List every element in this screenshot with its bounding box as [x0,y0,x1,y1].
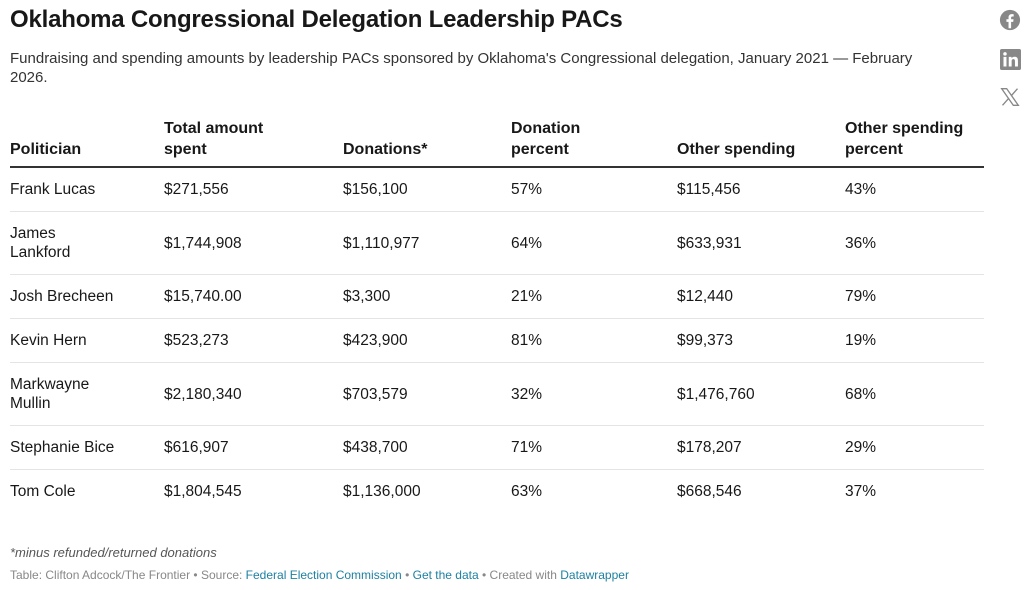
table-row: Frank Lucas $271,556 $156,100 57% $115,456 43… [10,167,984,212]
table-row: Markwayne Mullin $2,180,340 $703,579 32% $1,… [10,362,984,426]
cell-politician: Markwayne Mullin [10,362,164,426]
cell-donations: $423,900 [343,318,511,363]
cell-donations: $3,300 [343,274,511,319]
table-row: Stephanie Bice $616,907 $438,700 71% $178,20… [10,425,984,470]
header-donations[interactable]: Donations* [343,118,511,168]
cell-donations: $156,100 [343,167,511,212]
cell-total-spent: $15,740.00 [164,274,343,319]
cell-other-spending-percent: 43% [845,167,984,212]
cell-donations: $1,110,977 [343,211,511,275]
get-data-link[interactable]: Get the data [412,568,479,582]
footnote: *minus refunded/returned donations [10,545,217,560]
cell-donation-percent: 81% [511,318,677,363]
cell-other-spending-percent: 37% [845,483,877,500]
cell-other-spending-percent: 19% [845,318,984,363]
cell-donations: $1,136,000 [343,483,421,500]
linkedin-share-button[interactable] [998,47,1022,71]
cell-other-spending-percent: 36% [845,211,984,275]
created-with-label: Created with [489,568,561,582]
chart-subtitle: Fundraising and spending amounts by lead… [10,50,913,86]
cell-total-spent: $1,744,908 [164,211,343,275]
cell-other-spending: $1,476,760 [677,362,845,426]
chart-title: Oklahoma Congressional Delegation Leader… [10,6,623,33]
header-politician[interactable]: Politician [10,118,164,168]
cell-politician: Josh Brecheen [10,274,164,319]
linkedin-icon [999,48,1021,70]
table-row: Kevin Hern $523,273 $423,900 81% $99,373 19% [10,318,984,363]
cell-other-spending-percent: 68% [845,362,984,426]
separator: • [401,568,413,582]
cell-donation-percent: 71% [511,425,677,470]
cell-donation-percent: 21% [511,274,677,319]
pac-table: Politician Total amount spent Donations*… [10,118,984,513]
cell-donations: $438,700 [343,425,511,470]
cell-politician: Tom Cole [10,483,76,500]
cell-total-spent: $2,180,340 [164,362,343,426]
cell-politician: Frank Lucas [10,167,164,212]
cell-donation-percent: 57% [511,167,677,212]
header-total-spent[interactable]: Total amount spent [164,118,343,168]
cell-total-spent: $1,804,545 [164,483,242,500]
cell-donation-percent: 64% [511,211,677,275]
cell-other-spending-percent: 79% [845,274,984,319]
cell-total-spent: $523,273 [164,318,343,363]
footer: Table: Clifton Adcock/The Frontier • Sou… [10,568,629,582]
footer-credit: Table: Clifton Adcock/The Frontier [10,568,191,582]
cell-politician: Kevin Hern [10,318,164,363]
cell-other-spending: $12,440 [677,274,845,319]
table-header-row: Politician Total amount spent Donations*… [10,118,984,168]
cell-politician: James Lankford [10,211,164,275]
datawrapper-link[interactable]: Datawrapper [560,568,629,582]
cell-donation-percent: 32% [511,362,677,426]
table-row: James Lankford $1,744,908 $1,110,977 64% $63… [10,211,984,275]
header-other-spending[interactable]: Other spending [677,118,845,168]
cell-total-spent: $271,556 [164,167,343,212]
header-donation-percent[interactable]: Donation percent [511,118,677,168]
cell-donation-percent: 63% [511,483,543,500]
facebook-icon [999,9,1021,31]
header-other-spending-percent[interactable]: Other spending percent [845,118,984,168]
cell-politician: Stephanie Bice [10,425,164,470]
x-share-button[interactable] [998,85,1022,109]
separator: • [190,568,201,582]
cell-other-spending: $115,456 [677,167,845,212]
cell-other-spending: $99,373 [677,318,845,363]
table-row: Josh Brecheen $15,740.00 $3,300 21% $12,440 7… [10,274,984,319]
separator: • [478,568,490,582]
cell-other-spending: $633,931 [677,211,845,275]
source-label: Source: [200,568,246,582]
source-link[interactable]: Federal Election Commission [245,568,402,582]
cell-total-spent: $616,907 [164,425,343,470]
x-icon [1000,88,1020,106]
cell-other-spending: $178,207 [677,425,845,470]
table-row: Tom Cole $1,804,545 $1,136,000 63% $668,546 3… [10,470,984,514]
cell-other-spending-percent: 29% [845,425,984,470]
cell-donations: $703,579 [343,362,511,426]
cell-other-spending: $668,546 [677,483,742,500]
facebook-share-button[interactable] [998,8,1022,32]
